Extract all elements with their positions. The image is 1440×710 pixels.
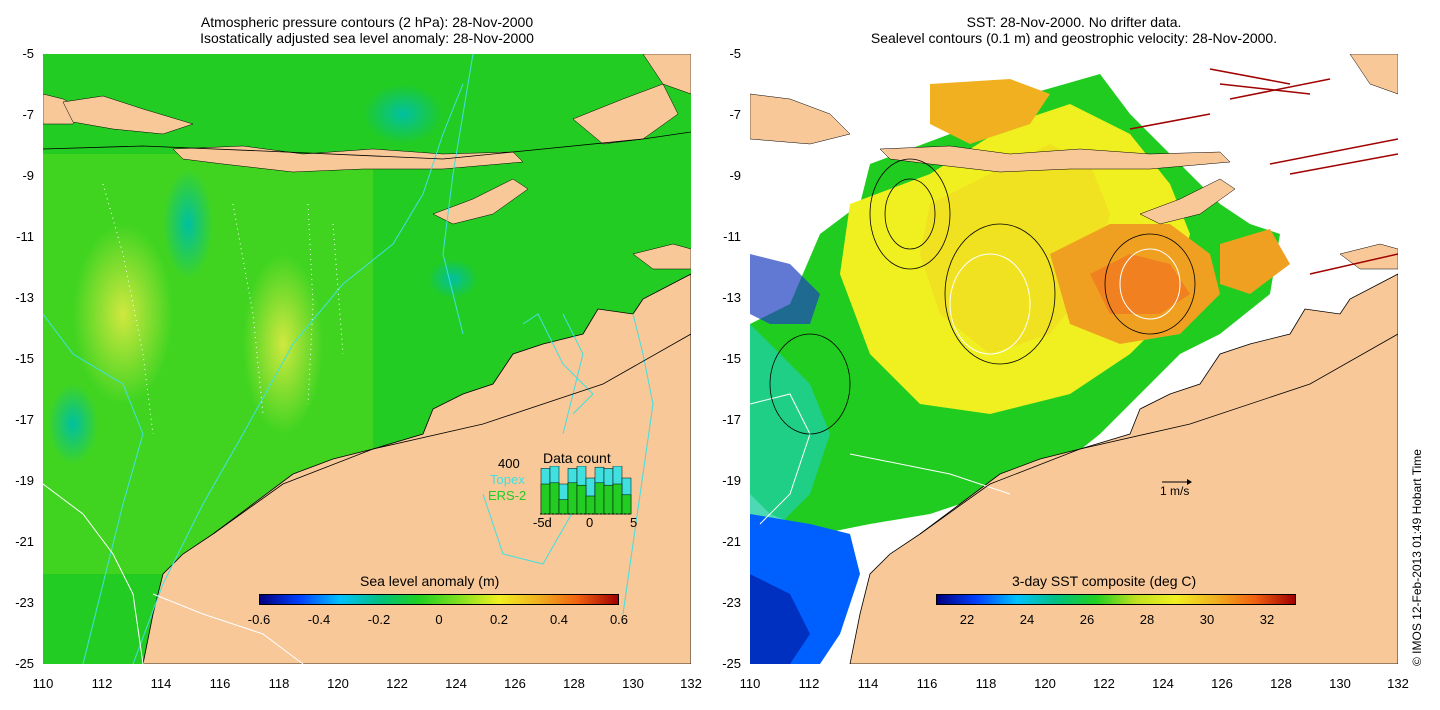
ytick: -17: [722, 412, 741, 427]
ytick: -5: [729, 46, 741, 61]
xtick: 132: [680, 676, 702, 691]
colorbar-tick: 0.2: [489, 612, 509, 627]
ytick: -9: [22, 168, 34, 183]
sst-colorbar: [936, 594, 1296, 605]
ytick: -15: [722, 351, 741, 366]
ers2-bar: [558, 499, 569, 515]
right-title-line1: SST: 28-Nov-2000. No drifter data.: [966, 14, 1182, 30]
sea-level-colorbar: [259, 594, 619, 605]
ytick: -19: [722, 473, 741, 488]
ytick: -19: [15, 473, 34, 488]
dc-xtick: 5: [630, 515, 638, 530]
ers2-bar: [594, 482, 605, 515]
colorbar-tick: 24: [1019, 612, 1035, 627]
ers2-bar: [549, 482, 560, 515]
xtick: 122: [386, 676, 408, 691]
left-title-line1: Atmospheric pressure contours (2 hPa): 2…: [200, 14, 534, 30]
colorbar-tick: -0.2: [367, 612, 391, 627]
xtick: 128: [1270, 676, 1292, 691]
xtick: 112: [91, 676, 113, 691]
xtick: 118: [975, 676, 997, 691]
xtick: 122: [1093, 676, 1115, 691]
left-title-line2: Isostatically adjusted sea level anomaly…: [200, 30, 534, 46]
dc-xtick: 0: [586, 515, 594, 530]
ytick: -23: [722, 595, 741, 610]
ytick: -17: [15, 412, 34, 427]
ytick: -13: [722, 290, 741, 305]
ytick: -7: [22, 107, 34, 122]
ytick: -21: [15, 534, 34, 549]
colorbar-tick: 26: [1079, 612, 1095, 627]
ytick: -13: [15, 290, 34, 305]
ytick: -25: [15, 656, 34, 671]
xtick: 114: [857, 676, 879, 691]
colorbar-tick: 22: [959, 612, 975, 627]
ers2-bar: [621, 494, 632, 515]
colorbar-tick: -0.6: [247, 612, 271, 627]
ytick: -7: [729, 107, 741, 122]
ytick: -21: [722, 534, 741, 549]
xtick: 114: [150, 676, 172, 691]
colorbar-tick: 28: [1139, 612, 1155, 627]
ytick: -11: [16, 229, 34, 244]
xtick: 110: [739, 676, 761, 691]
velocity-scale-label: 1 m/s: [1160, 484, 1190, 498]
xtick: 116: [916, 676, 938, 691]
xtick: 128: [563, 676, 585, 691]
data-count-histogram: [540, 466, 632, 515]
xtick: 126: [1211, 676, 1233, 691]
legend-ers2: ERS-2: [488, 488, 527, 503]
data-count-max-label: 400: [498, 456, 520, 471]
xtick: 130: [1329, 676, 1351, 691]
xtick: 120: [327, 676, 349, 691]
ytick: -11: [723, 229, 741, 244]
ytick: -23: [15, 595, 34, 610]
sea-level-anomaly-map: [43, 54, 691, 664]
ytick: -25: [722, 656, 741, 671]
colorbar-tick: -0.4: [307, 612, 331, 627]
colorbar-tick: 0.4: [549, 612, 569, 627]
dc-xtick: -5d: [533, 515, 552, 530]
xtick: 124: [1152, 676, 1174, 691]
colorbar-tick: 0: [435, 612, 443, 627]
ers2-bar: [567, 482, 578, 515]
legend-topex: Topex: [490, 472, 525, 487]
ers2-bar: [540, 483, 551, 515]
xtick: 116: [209, 676, 231, 691]
sst-map: [750, 54, 1398, 664]
xtick: 132: [1387, 676, 1409, 691]
xtick: 118: [268, 676, 290, 691]
ers2-bar: [576, 484, 587, 515]
xtick: 126: [504, 676, 526, 691]
right-colorbar-label: 3-day SST composite (deg C): [1012, 573, 1197, 589]
xtick: 110: [32, 676, 54, 691]
ers2-bar: [603, 484, 614, 515]
credit-label: © IMOS 12-Feb-2013 01:49 Hobart Time: [1410, 449, 1424, 666]
xtick: 112: [798, 676, 820, 691]
left-colorbar-label: Sea level anomaly (m): [360, 573, 500, 589]
colorbar-tick: 30: [1199, 612, 1215, 627]
ers2-bar: [612, 483, 623, 515]
ers2-bar: [585, 495, 596, 515]
ytick: -9: [729, 168, 741, 183]
xtick: 120: [1034, 676, 1056, 691]
ytick: -15: [15, 351, 34, 366]
colorbar-tick: 32: [1259, 612, 1275, 627]
colorbar-tick: 0.6: [609, 612, 629, 627]
right-title-line2: Sealevel contours (0.1 m) and geostrophi…: [870, 30, 1278, 46]
xtick: 124: [445, 676, 467, 691]
ytick: -5: [22, 46, 34, 61]
data-count-title: Data count: [543, 450, 611, 466]
xtick: 130: [622, 676, 644, 691]
